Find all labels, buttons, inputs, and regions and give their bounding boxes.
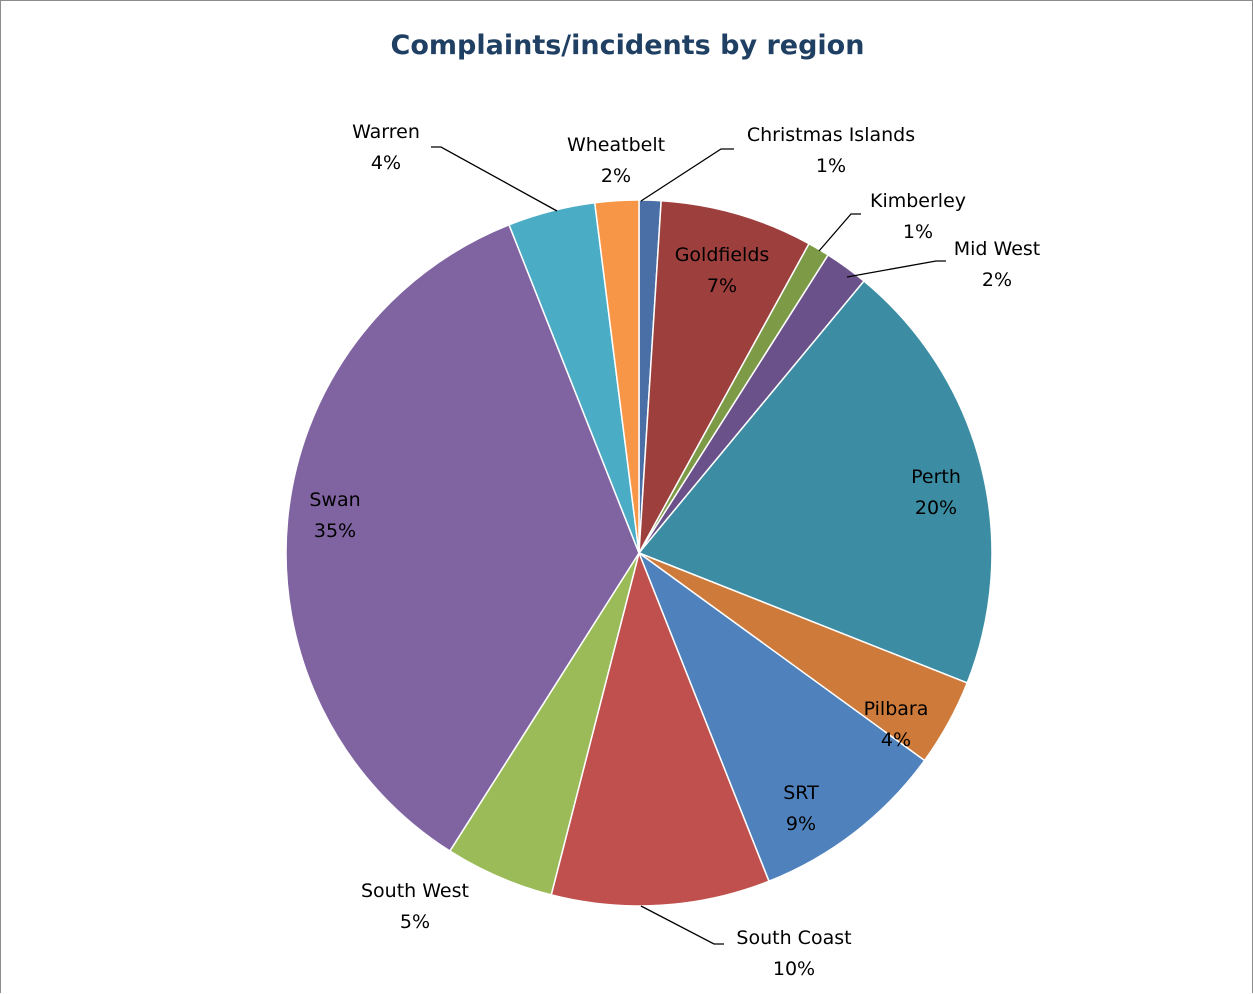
leader-line-warren <box>431 146 558 212</box>
slice-label-pilbara: Pilbara <box>864 698 929 720</box>
chart-title: Complaints/incidents by region <box>390 30 865 61</box>
slice-label-christmas-islands: Christmas Islands <box>747 124 915 146</box>
slice-value-kimberley: 1% <box>903 221 933 243</box>
slice-value-perth: 20% <box>915 497 957 519</box>
pie-slice-goldfields <box>638 199 811 554</box>
pie-slice-south-coast <box>550 550 770 907</box>
slice-label-wheatbelt: Wheatbelt <box>567 134 665 156</box>
slice-label-kimberley: Kimberley <box>870 190 966 212</box>
slice-value-pilbara: 4% <box>881 729 911 751</box>
pie-labels: Christmas Islands 1% Goldfields 7% Kimberley… <box>309 121 1040 980</box>
pie-slices <box>285 199 993 907</box>
slice-value-south-west: 5% <box>400 911 430 933</box>
slice-value-srt: 9% <box>786 813 816 835</box>
slice-label-warren: Warren <box>352 121 420 143</box>
leader-line-kimberley <box>818 213 861 252</box>
slice-label-south-coast: South Coast <box>736 927 851 949</box>
pie-slice-srt <box>637 550 926 883</box>
slice-value-wheatbelt: 2% <box>601 165 631 187</box>
leader-line-christmas-islands <box>640 148 734 202</box>
pie-slice-wheatbelt <box>593 199 640 554</box>
slice-value-warren: 4% <box>371 152 401 174</box>
leader-line-mid-west <box>846 260 946 278</box>
slice-label-mid-west: Mid West <box>954 238 1040 260</box>
slice-label-perth: Perth <box>911 466 961 488</box>
slice-value-swan: 35% <box>314 520 356 542</box>
slice-label-south-west: South West <box>361 880 469 902</box>
slice-value-goldfields: 7% <box>707 275 737 297</box>
slice-label-srt: SRT <box>783 782 819 804</box>
slice-label-goldfields: Goldfields <box>675 244 770 266</box>
slice-value-christmas-islands: 1% <box>816 155 846 177</box>
leader-line-south-coast <box>640 905 724 945</box>
slice-label-swan: Swan <box>309 489 360 511</box>
slice-value-mid-west: 2% <box>982 269 1012 291</box>
slice-value-south-coast: 10% <box>773 958 815 980</box>
pie-slice-swan <box>285 223 640 853</box>
pie-slice-perth <box>637 279 993 684</box>
